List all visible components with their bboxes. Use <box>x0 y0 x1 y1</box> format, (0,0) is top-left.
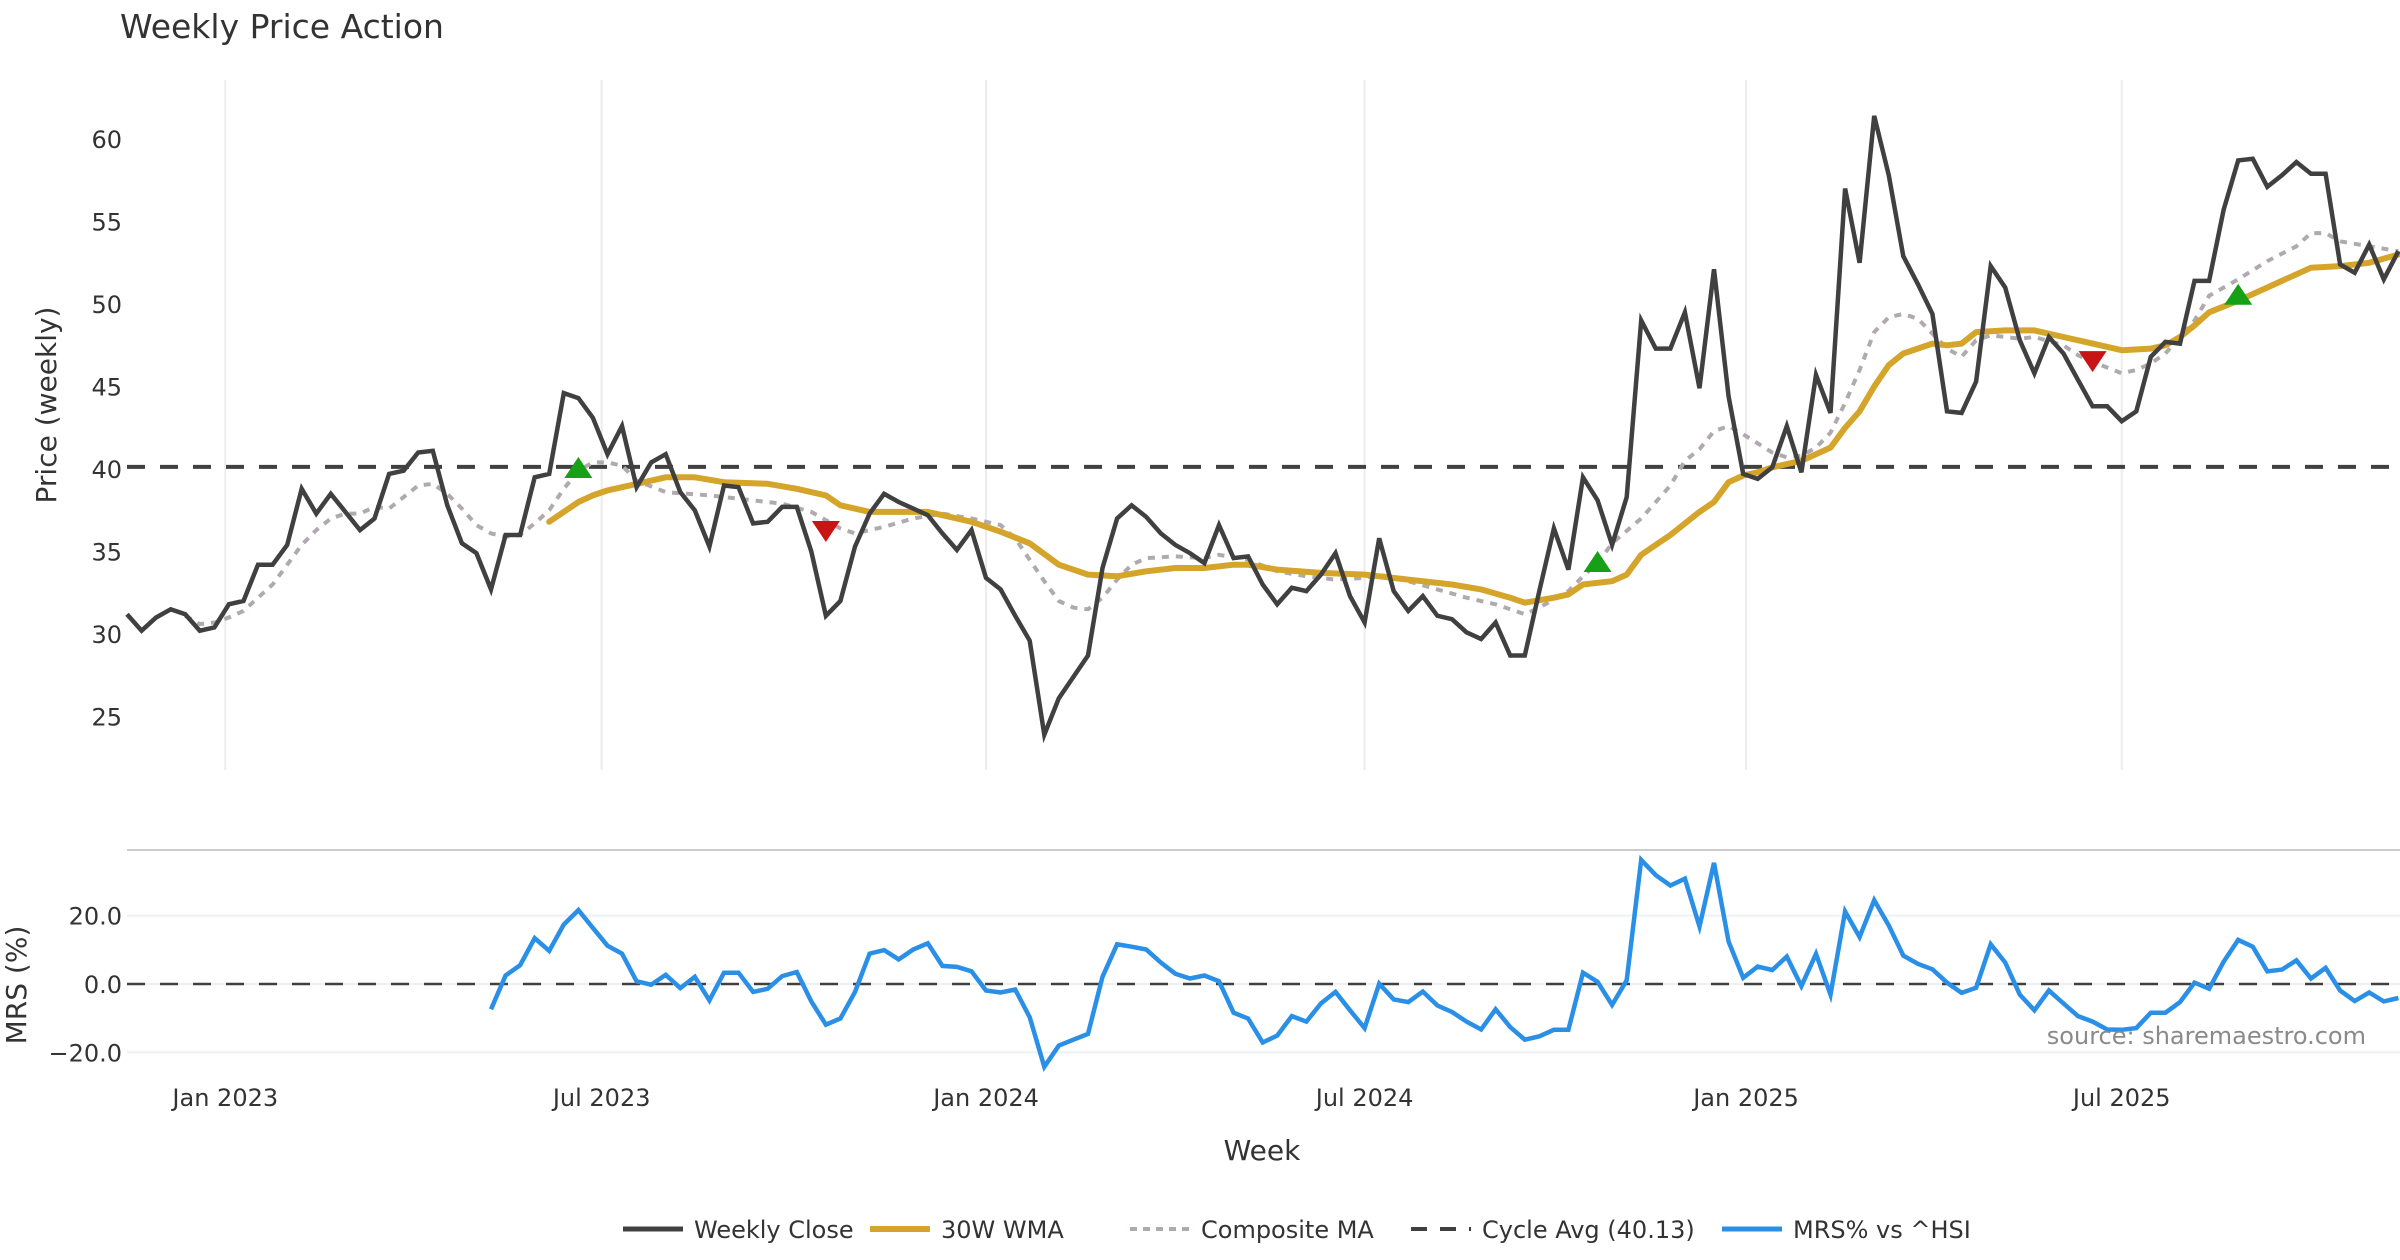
x-tick-label: Jul 2025 <box>2071 1084 2171 1112</box>
price-y-tick-label: 30 <box>91 621 122 649</box>
mrs-series <box>127 854 2400 1072</box>
price-series <box>125 115 2400 744</box>
legend-label: Weekly Close <box>694 1216 854 1244</box>
source-watermark: source: sharemaestro.com <box>2047 1022 2366 1050</box>
legend-label: Cycle Avg (40.13) <box>1482 1216 1695 1244</box>
x-tick-label: Jan 2025 <box>1691 1084 1799 1112</box>
x-tick-label: Jan 2024 <box>931 1084 1039 1112</box>
legend-item: MRS% vs ^HSI <box>1722 1216 1971 1244</box>
mrs-y-tick-label: −20.0 <box>48 1039 122 1067</box>
price-grid <box>224 80 2123 770</box>
mrs-line <box>488 854 2399 1072</box>
mrs-y-tick-label: 20.0 <box>69 903 122 931</box>
price-y-axis-label: Price (weekly) <box>30 307 63 504</box>
mrs-y-axis-label: MRS (%) <box>0 926 33 1045</box>
price-y-tick-label: 60 <box>91 126 122 154</box>
x-axis-label: Week <box>1224 1134 1301 1167</box>
chart-title: Weekly Price Action <box>120 7 444 46</box>
price-y-ticks: 25 30 35 40 45 50 55 60 <box>91 126 122 732</box>
legend-label: Composite MA <box>1201 1216 1374 1244</box>
sell-signal-down-triangle-icon <box>2078 351 2107 373</box>
wma-30w-line <box>546 251 2400 606</box>
price-y-tick-label: 45 <box>91 374 122 402</box>
price-y-tick-label: 55 <box>91 209 122 237</box>
buy-signal-up-triangle-icon <box>2224 283 2253 305</box>
price-y-tick-label: 35 <box>91 539 122 567</box>
price-y-tick-label: 25 <box>91 704 122 732</box>
legend-item: Weekly Close <box>623 1216 854 1244</box>
legend-item: Composite MA <box>1130 1216 1374 1244</box>
buy-signal-up-triangle-icon <box>564 457 593 478</box>
mrs-y-tick-label: 0.0 <box>84 971 122 999</box>
x-ticks: Jan 2023 Jul 2023 Jan 2024 Jul 2024 Jan 2025… <box>170 1084 2170 1112</box>
buy-signal-up-triangle-icon <box>1583 551 1612 573</box>
price-y-tick-label: 40 <box>91 456 122 484</box>
legend-item: Cycle Avg (40.13) <box>1411 1216 1695 1244</box>
legend-label: 30W WMA <box>941 1216 1064 1244</box>
mrs-y-ticks: −20.0 0.0 20.0 <box>48 903 122 1068</box>
price-y-tick-label: 50 <box>91 291 122 319</box>
legend-label: MRS% vs ^HSI <box>1793 1216 1971 1244</box>
x-tick-label: Jul 2024 <box>1314 1084 1414 1112</box>
x-tick-label: Jul 2023 <box>551 1084 651 1112</box>
signal-markers <box>564 283 2253 573</box>
legend-item: 30W WMA <box>870 1216 1064 1244</box>
legend: Weekly Close 30W WMA Composite MA Cycle Avg… <box>623 1216 1971 1244</box>
x-tick-label: Jan 2023 <box>170 1084 278 1112</box>
sell-signal-down-triangle-icon <box>811 521 840 543</box>
composite-ma-line <box>184 231 2399 627</box>
weekly-close-line <box>125 115 2400 744</box>
